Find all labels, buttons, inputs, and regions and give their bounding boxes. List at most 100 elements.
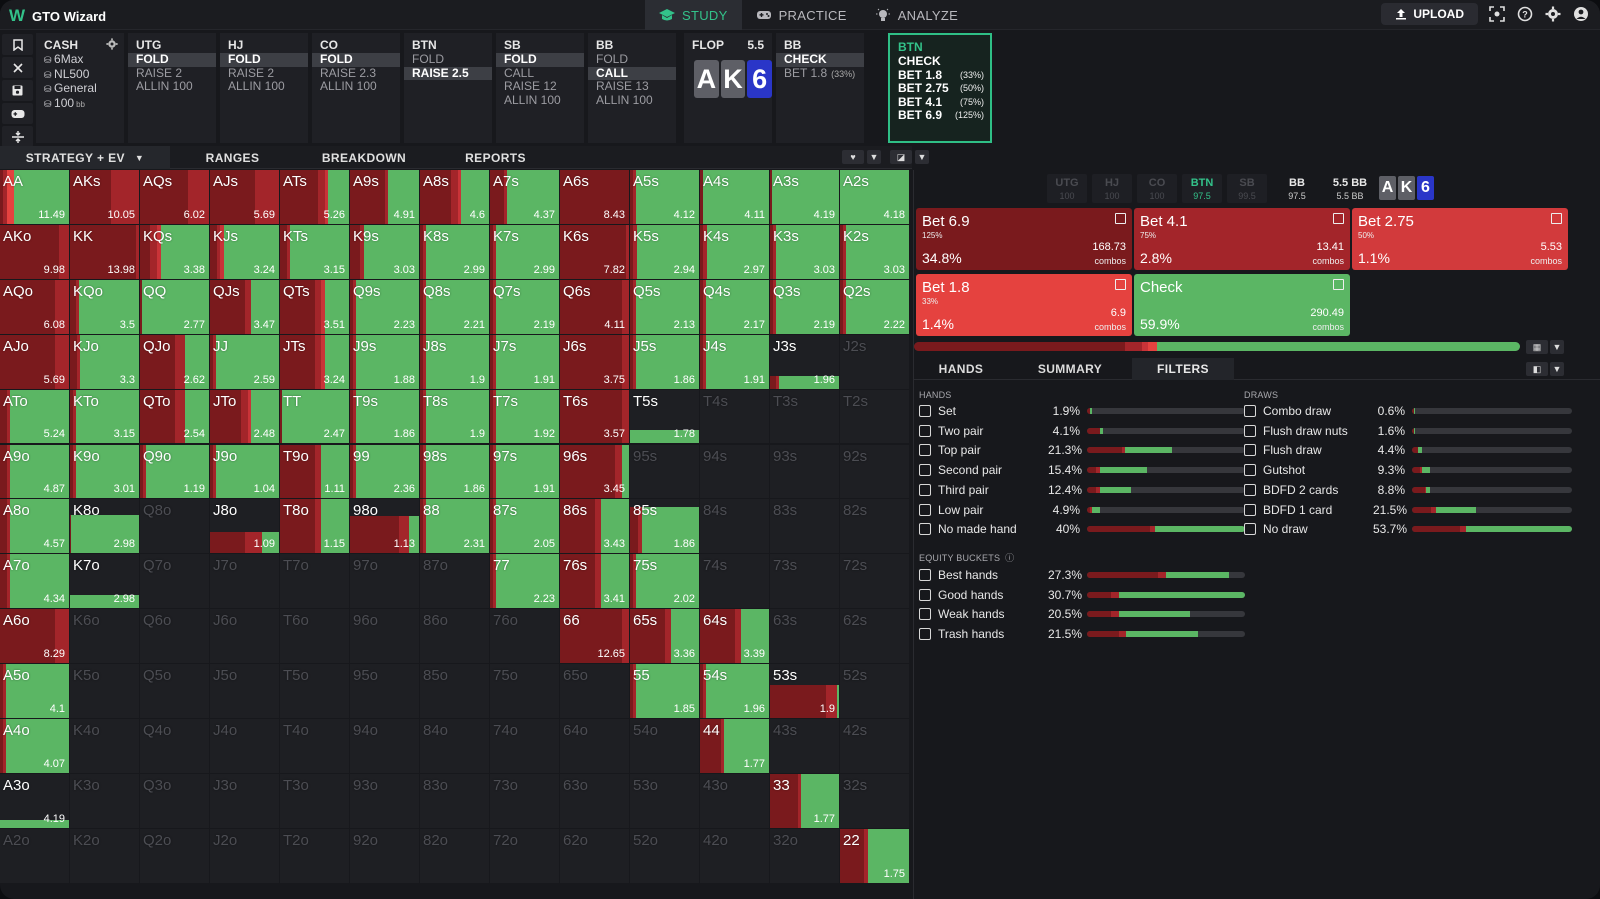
user-icon[interactable] bbox=[1572, 5, 1590, 23]
hand-cell-kts[interactable]: KTs 3.15 bbox=[280, 224, 349, 279]
hand-cell-j8o[interactable]: J8o 1.09 bbox=[210, 499, 279, 554]
hand-cell-qto[interactable]: QTo 2.54 bbox=[140, 389, 209, 444]
action-option[interactable]: CHECK bbox=[776, 52, 864, 67]
hand-cell-t9o[interactable]: T9o 1.11 bbox=[280, 444, 349, 499]
split-icon[interactable] bbox=[2, 126, 33, 147]
hand-cell-q6s[interactable]: Q6s 4.11 bbox=[560, 279, 629, 334]
filter-row-third-pair[interactable]: Third pair 12.4% bbox=[919, 481, 1245, 499]
hand-cell-kqo[interactable]: KQo 3.5 bbox=[70, 279, 139, 334]
hand-cell-j3s[interactable]: J3s 1.96 bbox=[770, 334, 839, 389]
hand-cell-ats[interactable]: ATs 5.26 bbox=[280, 170, 349, 224]
hand-cell-76o[interactable]: 76o bbox=[490, 609, 559, 664]
hand-cell-72s[interactable]: 72s bbox=[840, 554, 909, 609]
hand-cell-96o[interactable]: 96o bbox=[350, 609, 419, 664]
hand-cell-93o[interactable]: 93o bbox=[350, 773, 419, 828]
action-option[interactable]: BET 4.1 (75%) bbox=[890, 95, 990, 110]
hand-cell-52s[interactable]: 52s bbox=[840, 664, 909, 718]
settings-icon[interactable] bbox=[1544, 5, 1562, 23]
hand-cell-a9s[interactable]: A9s 4.91 bbox=[350, 170, 419, 224]
hand-cell-j8s[interactable]: J8s 1.9 bbox=[420, 334, 489, 389]
filter-checkbox[interactable] bbox=[1244, 464, 1256, 477]
hand-cell-94o[interactable]: 94o bbox=[350, 719, 419, 773]
action-option[interactable]: RAISE 2.3 bbox=[320, 65, 377, 80]
action-option[interactable]: FOLD bbox=[496, 52, 584, 67]
hand-cell-aa[interactable]: AA 11.49 bbox=[0, 170, 69, 224]
hand-cell-j4o[interactable]: J4o bbox=[210, 719, 279, 773]
hand-cell-a5o[interactable]: A5o 4.1 bbox=[0, 664, 69, 718]
hand-cell-k9o[interactable]: K9o 3.01 bbox=[70, 444, 139, 499]
hand-cell-86o[interactable]: 86o bbox=[420, 609, 489, 664]
hand-cell-q5s[interactable]: Q5s 2.13 bbox=[630, 279, 699, 334]
action-option[interactable]: ALLIN 100 bbox=[596, 92, 653, 107]
filter-row-no-made-hand[interactable]: No made hand 40% bbox=[919, 520, 1245, 538]
hand-cell-k2s[interactable]: K2s 3.03 bbox=[840, 224, 909, 279]
hand-cell-85s[interactable]: 85s 1.86 bbox=[630, 499, 699, 554]
hand-cell-aqs[interactable]: AQs 6.02 bbox=[140, 170, 209, 224]
hand-cell-a4o[interactable]: A4o 4.07 bbox=[0, 719, 69, 773]
hand-cell-k7s[interactable]: K7s 2.99 bbox=[490, 224, 559, 279]
hand-cell-t4s[interactable]: T4s bbox=[700, 389, 769, 444]
hand-cell-t6o[interactable]: T6o bbox=[280, 609, 349, 664]
hand-cell-kk[interactable]: KK 13.98 bbox=[70, 224, 139, 279]
action-column-co[interactable]: CO FOLD RAISE 2.3 ALLIN 100 bbox=[312, 33, 400, 143]
tab-summary[interactable]: SUMMARY bbox=[1008, 358, 1132, 380]
hand-cell-83s[interactable]: 83s bbox=[770, 499, 839, 554]
gear-icon[interactable] bbox=[106, 38, 118, 50]
hand-cell-t3s[interactable]: T3s bbox=[770, 389, 839, 444]
bookmark-icon[interactable] bbox=[2, 34, 33, 55]
chevron-down-icon[interactable]: ▼ bbox=[1550, 362, 1564, 376]
hand-cell-65o[interactable]: 65o bbox=[560, 664, 629, 718]
hand-cell-t2s[interactable]: T2s bbox=[840, 389, 909, 444]
hand-cell-q2o[interactable]: Q2o bbox=[140, 828, 209, 883]
hand-cell-54s[interactable]: 54s 1.96 bbox=[700, 664, 769, 718]
hand-cell-77[interactable]: 77 2.23 bbox=[490, 554, 559, 609]
panel-toggle-icon[interactable]: ◧ bbox=[1526, 362, 1548, 376]
action-option[interactable]: FOLD bbox=[128, 52, 216, 67]
save-icon[interactable] bbox=[2, 80, 33, 101]
details-icon[interactable] bbox=[1115, 279, 1126, 290]
hand-cell-84s[interactable]: 84s bbox=[700, 499, 769, 554]
hand-cell-ato[interactable]: ATo 5.24 bbox=[0, 389, 69, 444]
action-box-bet-2-75[interactable]: Bet 2.75 50% 1.1% 5.53 combos bbox=[1352, 208, 1568, 270]
action-option[interactable]: RAISE 2.5 bbox=[404, 66, 492, 80]
seat-bb[interactable]: BB 97.5 bbox=[1277, 174, 1317, 203]
filter-row-flush-draw-nuts[interactable]: Flush draw nuts 1.6% bbox=[1244, 422, 1572, 440]
hand-cell-84o[interactable]: 84o bbox=[420, 719, 489, 773]
hand-cell-73o[interactable]: 73o bbox=[490, 773, 559, 828]
action-option[interactable]: FOLD bbox=[412, 52, 445, 66]
hand-cell-33[interactable]: 33 1.77 bbox=[770, 773, 839, 828]
hand-cell-97o[interactable]: 97o bbox=[350, 554, 419, 609]
hand-cell-kqs[interactable]: KQs 3.38 bbox=[140, 224, 209, 279]
action-option[interactable]: RAISE 12 bbox=[504, 79, 557, 93]
hand-cell-32o[interactable]: 32o bbox=[770, 828, 839, 883]
hand-cell-k2o[interactable]: K2o bbox=[70, 828, 139, 883]
filter-row-gutshot[interactable]: Gutshot 9.3% bbox=[1244, 461, 1572, 479]
hand-cell-a7o[interactable]: A7o 4.34 bbox=[0, 554, 69, 609]
filter-row-flush-draw[interactable]: Flush draw 4.4% bbox=[1244, 441, 1572, 459]
details-icon[interactable] bbox=[1333, 213, 1344, 224]
hand-cell-96s[interactable]: 96s 3.45 bbox=[560, 444, 629, 499]
hand-cell-t9s[interactable]: T9s 1.86 bbox=[350, 389, 419, 444]
hand-cell-tt[interactable]: TT 2.47 bbox=[280, 389, 349, 444]
hand-cell-75s[interactable]: 75s 2.02 bbox=[630, 554, 699, 609]
hand-cell-75o[interactable]: 75o bbox=[490, 664, 559, 718]
hand-cell-63s[interactable]: 63s bbox=[770, 609, 839, 664]
hand-cell-q7o[interactable]: Q7o bbox=[140, 554, 209, 609]
action-box-check[interactable]: Check 59.9% 290.49 combos bbox=[1134, 274, 1350, 336]
hand-cell-k7o[interactable]: K7o 2.98 bbox=[70, 554, 139, 609]
filter-row-low-pair[interactable]: Low pair 4.9% bbox=[919, 501, 1245, 519]
action-option[interactable]: BET 1.8 (33%) bbox=[776, 66, 864, 82]
filter-row-set[interactable]: Set 1.9% bbox=[919, 402, 1245, 420]
action-option[interactable]: ALLIN 100 bbox=[228, 79, 285, 93]
hand-cell-65s[interactable]: 65s 3.36 bbox=[630, 609, 699, 664]
action-option[interactable]: FOLD bbox=[596, 52, 629, 66]
hand-cell-ajs[interactable]: AJs 5.69 bbox=[210, 170, 279, 224]
hand-cell-kjo[interactable]: KJo 3.3 bbox=[70, 334, 139, 389]
details-icon[interactable] bbox=[1333, 279, 1344, 290]
action-column-bb[interactable]: BB FOLD CALL RAISE 13 ALLIN 100 bbox=[588, 33, 676, 143]
chevron-down-icon[interactable]: ▼ bbox=[1550, 340, 1564, 354]
hand-cell-a3o[interactable]: A3o 4.19 bbox=[0, 773, 69, 828]
hand-cell-a8s[interactable]: A8s 4.6 bbox=[420, 170, 489, 224]
hand-cell-63o[interactable]: 63o bbox=[560, 773, 629, 828]
